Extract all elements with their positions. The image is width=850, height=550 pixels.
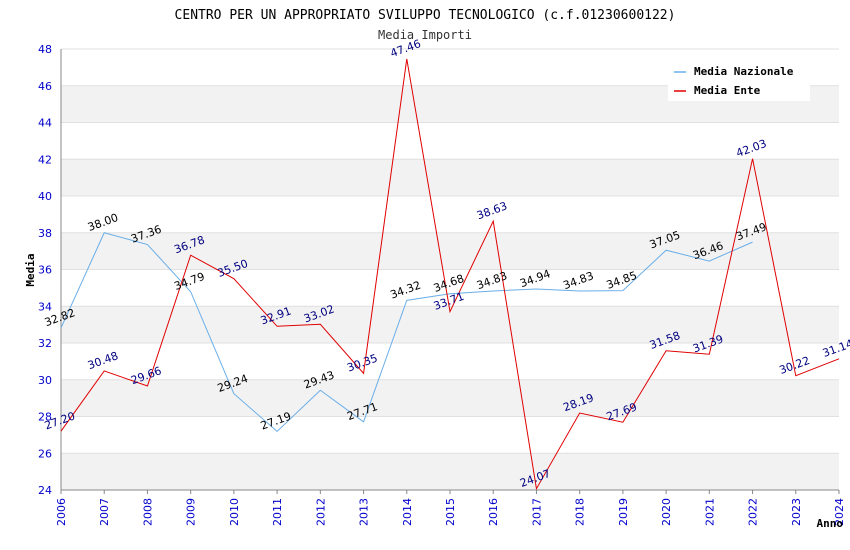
x-tick-label: 2009 <box>185 498 198 526</box>
y-tick-label: 42 <box>38 153 52 166</box>
x-tick-label: 2014 <box>401 498 414 526</box>
x-axis-title: Anno <box>817 517 844 530</box>
grid-band <box>61 122 839 160</box>
x-tick-label: 2006 <box>55 498 68 526</box>
grid-band <box>61 343 839 380</box>
y-tick-label: 40 <box>38 190 52 203</box>
legend-box <box>668 59 810 101</box>
x-tick-label: 2015 <box>444 498 457 526</box>
y-tick-label: 24 <box>38 484 52 497</box>
y-tick-label: 48 <box>38 43 52 56</box>
grid-band <box>61 379 839 417</box>
grid-band <box>61 453 839 490</box>
y-tick-label: 34 <box>38 300 52 313</box>
x-tick-label: 2016 <box>487 498 500 526</box>
series-lines <box>60 58 840 491</box>
x-tick-label: 2012 <box>314 498 327 526</box>
y-tick-label: 28 <box>38 411 52 424</box>
x-tick-label: 2013 <box>358 498 371 526</box>
x-tick-label: 2020 <box>660 498 673 526</box>
y-tick-label: 32 <box>38 337 52 350</box>
y-tick-label: 36 <box>38 264 52 277</box>
x-tick-label: 2019 <box>617 498 630 526</box>
x-tick-label: 2017 <box>530 498 543 526</box>
grid-bands <box>61 49 839 490</box>
grid-band <box>61 416 839 454</box>
x-tick-label: 2007 <box>98 498 111 526</box>
grid-band <box>61 196 839 233</box>
legend-label-ente: Media Ente <box>694 84 761 97</box>
x-tick-label: 2023 <box>790 498 803 526</box>
y-tick-label: 44 <box>38 117 52 130</box>
y-tick-label: 46 <box>38 80 52 93</box>
x-tick-label: 2008 <box>141 498 154 526</box>
y-axis-title: Media <box>24 253 37 286</box>
x-tick-label: 2022 <box>747 498 760 526</box>
y-tick-label: 30 <box>38 374 52 387</box>
grid-band <box>61 269 839 307</box>
y-tick-label: 38 <box>38 227 52 240</box>
grid-band <box>61 159 839 196</box>
series-line-nazionale <box>60 232 753 433</box>
series-line-ente <box>60 58 840 491</box>
x-tick-label: 2024 <box>833 498 846 526</box>
y-tick-label: 26 <box>38 447 52 460</box>
legend: Media Nazionale Media Ente <box>668 59 810 101</box>
y-tick-labels: 24 26 28 30 32 34 36 38 40 42 44 46 48 <box>38 43 52 497</box>
chart-title: CENTRO PER UN APPROPRIATO SVILUPPO TECNO… <box>175 8 676 23</box>
x-tick-label: 2010 <box>228 498 241 526</box>
legend-label-nazionale: Media Nazionale <box>694 65 794 78</box>
x-tick-labels: 2006 2007 2008 2009 2010 2011 2012 2013 2014 2015… <box>55 490 846 526</box>
x-tick-label: 2018 <box>574 498 587 526</box>
grid-band <box>61 232 839 270</box>
chart-subtitle: Media Importi <box>378 28 472 42</box>
x-tick-label: 2011 <box>271 498 284 526</box>
x-tick-label: 2021 <box>703 498 716 526</box>
